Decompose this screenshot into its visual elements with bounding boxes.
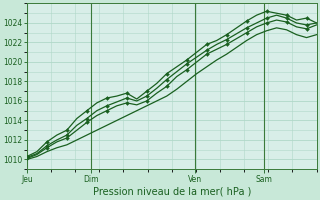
X-axis label: Pression niveau de la mer( hPa ): Pression niveau de la mer( hPa ) xyxy=(92,187,251,197)
